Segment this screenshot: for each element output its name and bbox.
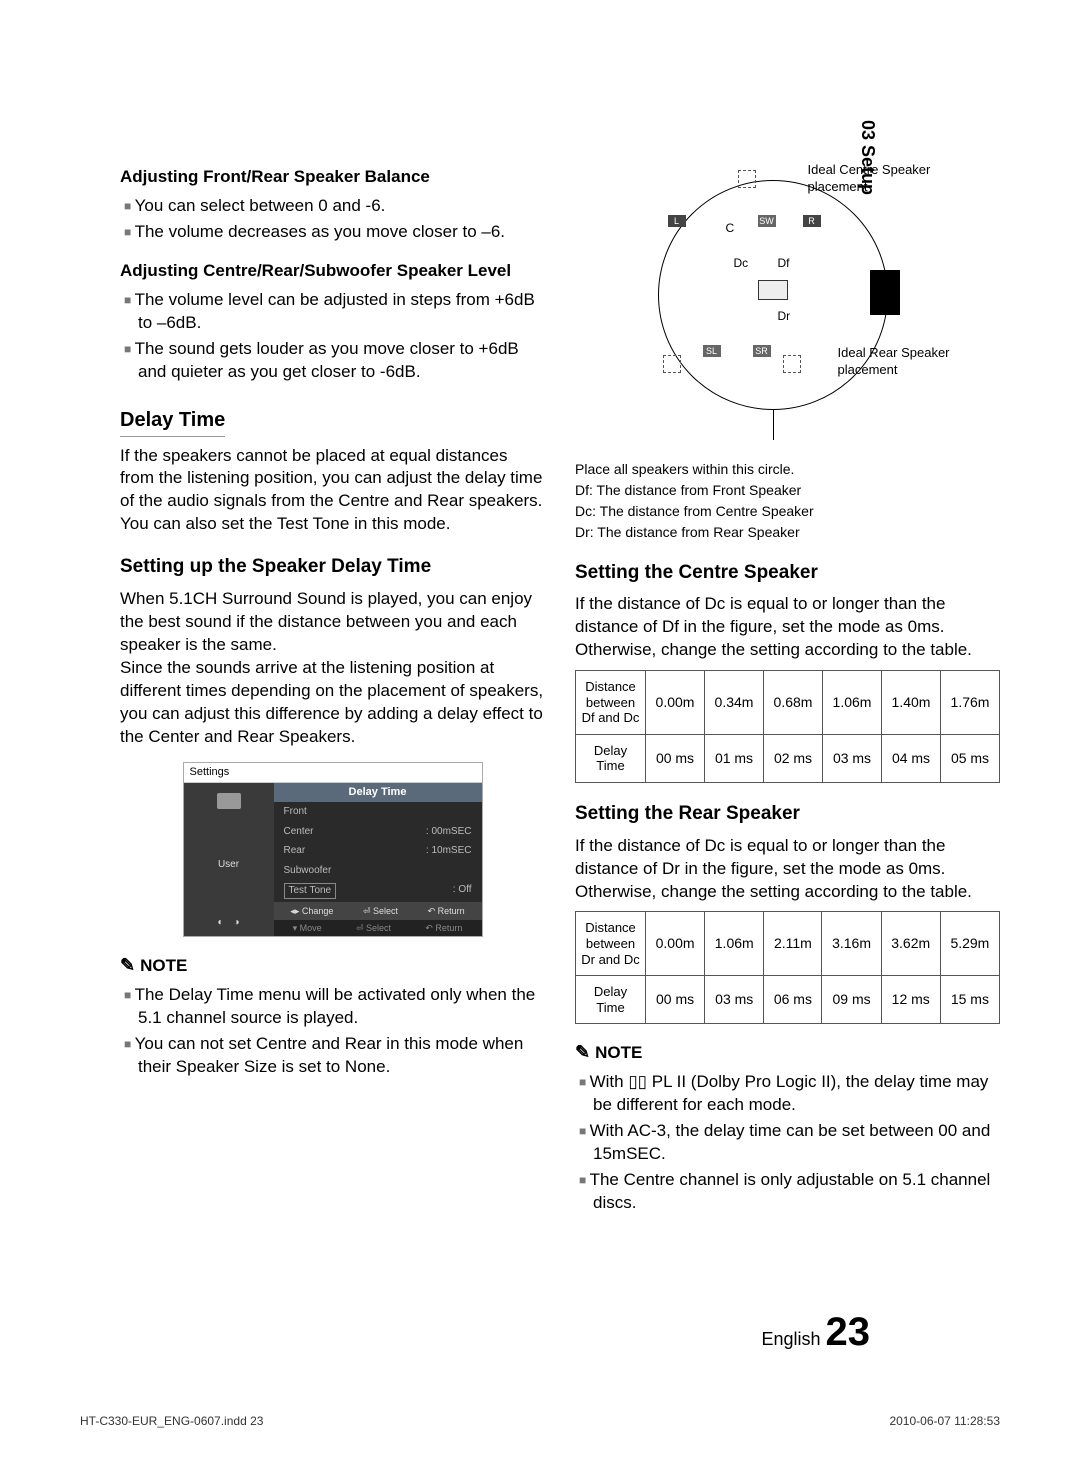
row-header: Distance between Df and Dc [576,671,646,735]
settings-footer2: ▾ Move⏎ Select↶ Return [274,920,482,936]
table-row: Delay Time 00 ms03 ms06 ms09 ms12 ms15 m… [576,976,1000,1024]
ideal-centre-pos [738,170,756,188]
label-df: Df [778,255,790,271]
row-header: Delay Time [576,734,646,782]
table-row: Delay Time 00 ms01 ms02 ms03 ms04 ms05 m… [576,734,1000,782]
settings-row: Subwoofer [274,861,482,881]
print-timestamp: 2010-06-07 11:28:53 [889,1413,1000,1429]
settings-row: Center: 00mSEC [274,822,482,842]
rear-delay-table: Distance between Dr and Dc 0.00m1.06m2.1… [575,911,1000,1024]
speaker-diagram: L C SW R Dc Df Dr SL SR Ideal Centre Spe… [608,160,968,450]
speaker-sr: SR [753,345,771,357]
ideal-rear-pos [783,355,801,373]
paragraph: If the speakers cannot be placed at equa… [120,445,545,537]
list-item: With ▯▯ PL II (Dolby Pro Logic II), the … [593,1071,1000,1117]
sofa-icon [758,280,788,300]
ideal-rear-pos [663,355,681,373]
page-number: 23 [826,1310,871,1354]
list-item: The Centre channel is only adjustable on… [593,1169,1000,1215]
paragraph: When 5.1CH Surround Sound is played, you… [120,588,545,657]
paragraph: If the distance of Dc is equal to or lon… [575,593,1000,662]
list-item: The sound gets louder as you move closer… [138,338,545,384]
heading-rear-speaker: Setting the Rear Speaker [575,801,1000,827]
label-dr: Dr [778,308,791,324]
caption-line: Df: The distance from Front Speaker [575,481,1000,500]
manual-page: 03 Setup Adjusting Front/Rear Speaker Ba… [0,0,1080,1479]
speaker-sl: SL [703,345,721,357]
list-level: The volume level can be adjusted in step… [120,289,545,384]
table-row: Distance between Df and Dc 0.00m0.34m0.6… [576,671,1000,735]
settings-panel: Delay Time Front Center: 00mSEC Rear: 10… [274,783,482,936]
table-row: Distance between Dr and Dc 0.00m1.06m2.1… [576,912,1000,976]
callout-ideal-rear: Ideal Rear Speaker placement [838,345,968,379]
paragraph: If the distance of Dc is equal to or lon… [575,835,1000,904]
note-list: With ▯▯ PL II (Dolby Pro Logic II), the … [575,1071,1000,1215]
list-item: With AC-3, the delay time can be set bet… [593,1120,1000,1166]
nav-icon: ◑ [234,916,240,930]
caption-line: Dc: The distance from Centre Speaker [575,502,1000,521]
list-balance: You can select between 0 and -6. The vol… [120,195,545,244]
left-column: Adjusting Front/Rear Speaker Balance You… [120,160,545,1218]
print-meta: HT-C330-EUR_ENG-0607.indd 23 2010-06-07 … [80,1413,1000,1429]
settings-screenshot: Settings User ◐ ◑ Delay Time Front Cente… [183,762,483,936]
label-dc: Dc [734,255,749,271]
nav-icon: ◐ [217,916,223,930]
label-c: C [726,220,735,236]
heading-delay-time: Delay Time [120,407,225,437]
settings-window-title: Settings [184,763,482,783]
heading-centre-speaker: Setting the Centre Speaker [575,560,1000,586]
speaker-sw: SW [758,215,776,227]
settings-panel-title: Delay Time [274,783,482,802]
leader-line [773,410,774,440]
list-item: You can select between 0 and -6. [138,195,545,218]
content-columns: Adjusting Front/Rear Speaker Balance You… [120,160,1010,1218]
paragraph: Since the sounds arrive at the listening… [120,657,545,749]
caption-line: Place all speakers within this circle. [575,460,1000,479]
note-list: The Delay Time menu will be activated on… [120,984,545,1079]
settings-row: Rear: 10mSEC [274,841,482,861]
settings-sidebar: User ◐ ◑ [184,783,274,936]
list-item: The volume level can be adjusted in step… [138,289,545,335]
row-header: Delay Time [576,976,646,1024]
caption-line: Dr: The distance from Rear Speaker [575,523,1000,542]
note-heading: NOTE [575,1040,1000,1065]
settings-row: Front [274,802,482,822]
speaker-r: R [803,215,821,227]
list-item: The Delay Time menu will be activated on… [138,984,545,1030]
callout-ideal-centre: Ideal Centre Speaker placement [808,162,958,196]
heading-setup-delay: Setting up the Speaker Delay Time [120,554,545,580]
list-item: The volume decreases as you move closer … [138,221,545,244]
heading-balance: Adjusting Front/Rear Speaker Balance [120,166,545,189]
row-header: Distance between Dr and Dc [576,912,646,976]
settings-footer: ◂▸ Change⏎ Select↶ Return [274,902,482,920]
note-heading: NOTE [120,953,545,978]
centre-delay-table: Distance between Df and Dc 0.00m0.34m0.6… [575,670,1000,783]
list-item: You can not set Centre and Rear in this … [138,1033,545,1079]
device-icon [217,793,241,809]
page-footer: English 23 [761,1305,870,1359]
diagram-caption: Place all speakers within this circle. D… [575,460,1000,542]
right-column: L C SW R Dc Df Dr SL SR Ideal Centre Spe… [575,160,1010,1218]
speaker-l: L [668,215,686,227]
settings-row: Test Tone: Off [274,880,482,902]
source-file: HT-C330-EUR_ENG-0607.indd 23 [80,1413,263,1429]
heading-level: Adjusting Centre/Rear/Subwoofer Speaker … [120,260,545,283]
settings-user-label: User [218,858,239,872]
footer-language: English [761,1329,820,1349]
